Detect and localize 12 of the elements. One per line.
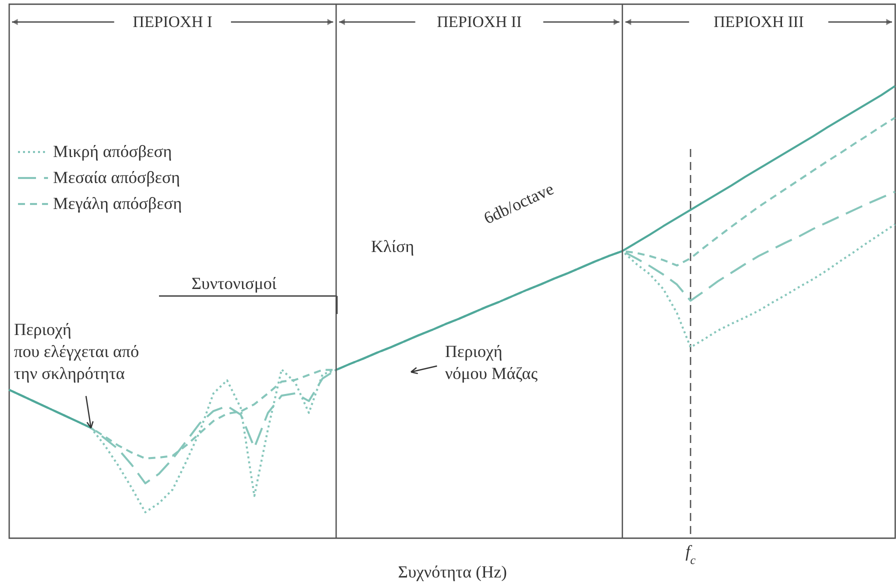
annotation: Συντονισμοί [192, 274, 277, 293]
legend-label: Μεσαία απόσβεση [53, 168, 180, 187]
text: ΠΕΡΙΟΧΗ III [714, 14, 804, 31]
text: ΠΕΡΙΟΧΗ II [436, 14, 522, 31]
legend-label: Μεγάλη απόσβεση [53, 194, 182, 213]
annotation: Περιοχή που ελέγχεται από την σκληρότητα [14, 320, 140, 383]
text: ΠΕΡΙΟΧΗ I [132, 14, 212, 31]
annotation: Κλίση [371, 237, 414, 256]
x-axis-title: Συχνότητα (Hz) [398, 562, 507, 582]
text: f$_{c}$ [686, 542, 696, 567]
annotation: Περιοχή νόμου Μάζας [445, 342, 538, 383]
legend-label: Μικρή απόσβεση [53, 142, 172, 161]
